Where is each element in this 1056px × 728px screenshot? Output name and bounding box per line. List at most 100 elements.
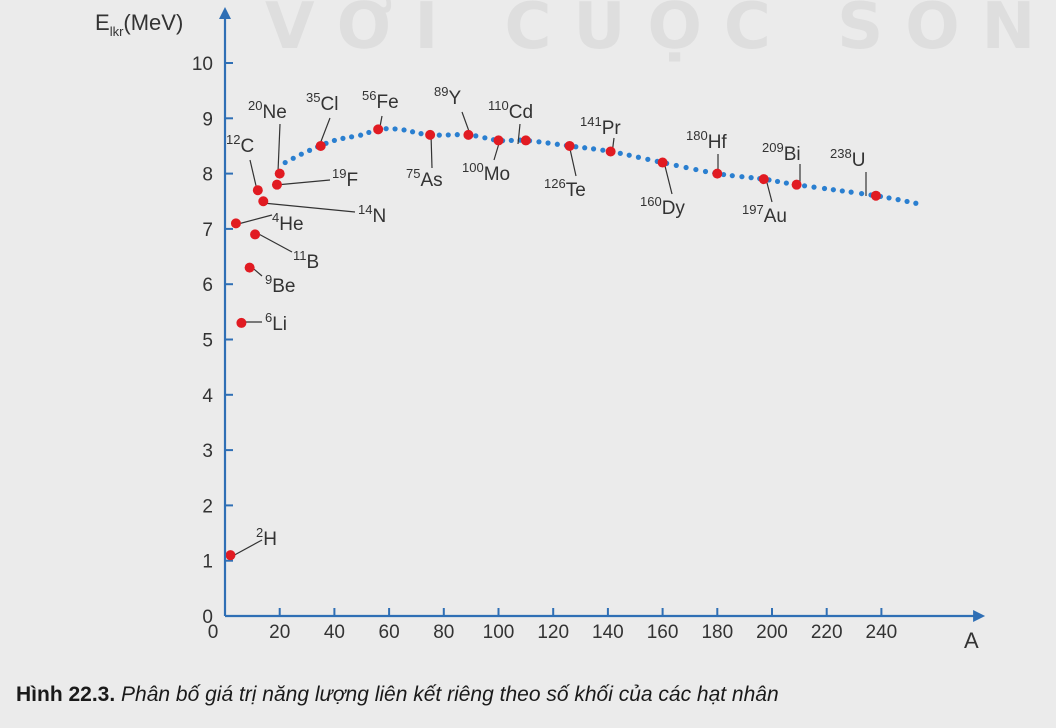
isotope-label-cl: 35Cl (306, 90, 338, 115)
watermark-text: VỚI CUỘC SỐNG (265, 0, 1056, 64)
y-tick-label: 1 (202, 552, 213, 573)
point-mo (493, 135, 504, 146)
data-points (225, 124, 881, 561)
point-as (425, 129, 436, 140)
isotope-label-he: 4He (272, 210, 304, 235)
isotope-label-as: 75As (406, 166, 443, 191)
isotope-label-pr: 141Pr (580, 114, 621, 139)
y-tick-label: 4 (202, 386, 213, 407)
trend-dot (554, 141, 560, 147)
isotope-label-cd: 110Cd (488, 98, 533, 123)
trend-dot (774, 178, 781, 185)
trend-dot (418, 131, 424, 137)
trend-dot (582, 145, 588, 151)
point-b (250, 229, 261, 240)
trend-dot (720, 171, 727, 178)
binding-energy-chart: VỚI CUỘC SỐNG 0 20 40 60 80 100 120 140 160 180 20… (95, 0, 1056, 653)
x-tick-label: 80 (433, 622, 454, 643)
trend-dot (454, 132, 460, 138)
trend-dot (729, 173, 735, 179)
y-tick-label: 8 (202, 165, 213, 186)
trend-dot (282, 159, 288, 166)
trend-dot (436, 132, 442, 138)
point-n (258, 196, 269, 207)
trend-dot (626, 152, 632, 158)
x-tick-label: 240 (866, 622, 898, 643)
trend-dot (306, 147, 313, 153)
point-fe (373, 124, 384, 135)
x-axis-arrow (973, 610, 986, 622)
y-axis-title: Elkr(MeV) (95, 10, 183, 39)
x-tick-label: 40 (324, 622, 345, 643)
axis-ticks: 0 20 40 60 80 100 120 140 160 180 200 220 2400123456… (192, 54, 897, 643)
y-tick-label: 6 (202, 275, 213, 296)
isotope-label-hf: 180Hf (686, 128, 727, 153)
trend-dot (445, 132, 451, 138)
trend-dot (383, 126, 389, 132)
point-bi (791, 179, 802, 190)
trend-dot (298, 151, 304, 157)
leader-line-dy (664, 165, 673, 195)
x-tick-label: 100 (483, 622, 515, 643)
trend-dot (358, 132, 364, 138)
trend-dot (545, 140, 551, 146)
trend-dot (482, 135, 488, 141)
leader-line-b (254, 231, 293, 253)
trend-dot (739, 174, 745, 180)
x-tick-label: 20 (269, 622, 290, 643)
trend-dot (801, 183, 808, 189)
x-axis-title: A (964, 628, 979, 653)
isotope-label-h: 2H (256, 525, 277, 550)
isotope-label-li: 6Li (265, 310, 287, 335)
point-he (230, 218, 241, 229)
isotope-label-be: 9Be (265, 272, 295, 297)
leader-line-n (262, 202, 356, 213)
trend-dot (331, 137, 337, 144)
trend-dot (590, 146, 597, 152)
isotope-label-ne: 20Ne (248, 98, 287, 123)
trend-dot (811, 184, 817, 190)
isotope-label-mo: 100Mo (462, 160, 510, 185)
trend-dot (392, 126, 398, 132)
y-tick-label: 3 (202, 441, 213, 462)
point-be (244, 262, 255, 273)
x-tick-label: 140 (592, 622, 624, 643)
x-tick-label: 160 (647, 622, 679, 643)
y-tick-label: 2 (202, 496, 213, 517)
trend-dot (473, 133, 479, 139)
isotope-label-b: 11B (293, 248, 319, 273)
trend-dot (290, 155, 296, 161)
trend-dot (645, 156, 651, 162)
y-tick-label: 10 (192, 54, 213, 75)
trend-dot (886, 195, 892, 201)
point-cd (520, 135, 531, 146)
x-tick-label: 180 (701, 622, 733, 643)
trend-curve (282, 126, 919, 206)
isotope-label-f: 19F (332, 166, 358, 191)
trend-dot (904, 198, 910, 205)
trend-dot (366, 129, 372, 136)
isotope-label-au: 197Au (742, 202, 787, 227)
isotope-label-dy: 160Dy (640, 194, 685, 219)
leader-line-te (569, 148, 577, 177)
y-tick-label: 5 (202, 331, 213, 352)
isotope-label-n: 14N (358, 202, 386, 227)
isotope-label-te: 126Te (544, 176, 586, 201)
y-tick-label: 9 (202, 109, 213, 130)
point-f (271, 179, 282, 190)
axes (219, 7, 986, 622)
trend-dot (508, 137, 514, 144)
trend-dot (348, 134, 355, 140)
trend-dot (340, 135, 346, 141)
isotope-label-u: 238U (830, 146, 865, 171)
caption-text: Phân bố giá trị năng lượng liên kết riên… (121, 683, 779, 706)
trend-dot (673, 162, 679, 169)
point-cl (315, 140, 326, 151)
trend-dot (600, 147, 606, 153)
caption-number: Hình 22.3. (16, 683, 116, 706)
isotope-label-y: 89Y (434, 84, 461, 109)
trend-dot (783, 180, 789, 186)
trend-dot (635, 154, 642, 160)
trend-dot (401, 127, 407, 133)
trend-dot (839, 188, 845, 194)
